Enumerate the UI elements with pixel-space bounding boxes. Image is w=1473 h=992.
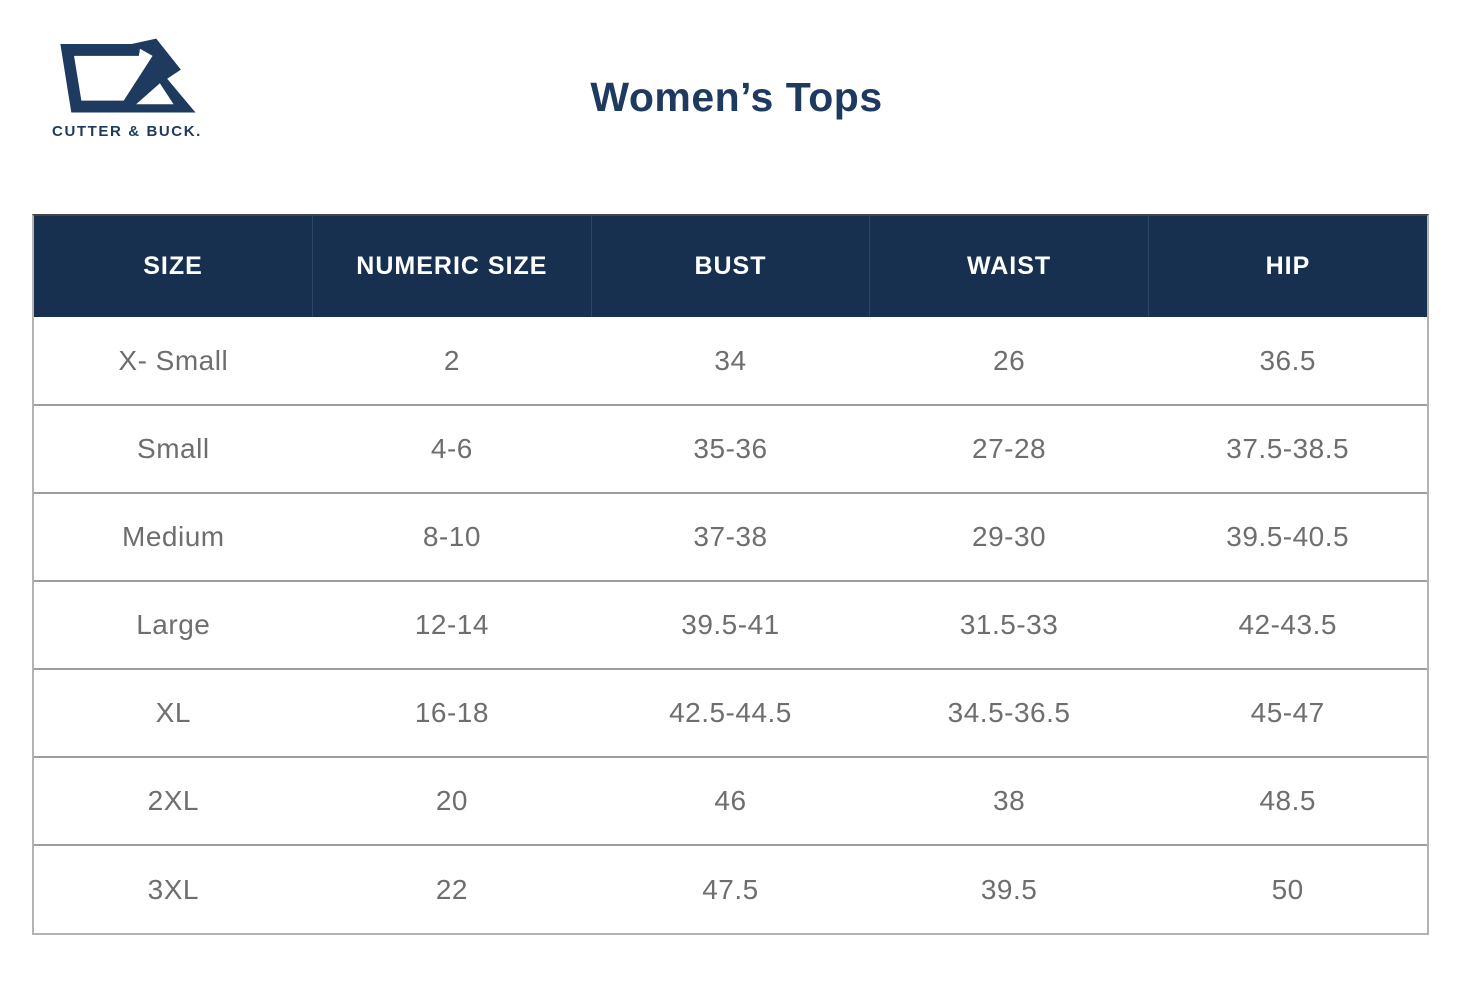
cell-bust: 37-38 — [591, 492, 870, 581]
cell-bust: 47.5 — [591, 844, 870, 933]
cell-size: XL — [34, 668, 313, 757]
cell-hip: 50 — [1148, 844, 1427, 933]
cell-size: Small — [34, 404, 313, 493]
page-title: Women’s Tops — [590, 74, 883, 120]
cell-waist: 39.5 — [869, 844, 1149, 933]
cell-size: 3XL — [34, 844, 313, 933]
table-row-xsmall: X- Small 2 34 26 36.5 — [34, 317, 1427, 405]
cell-bust: 35-36 — [591, 404, 870, 493]
cell-size: Medium — [34, 492, 313, 581]
column-header-bust: BUST — [590, 216, 870, 317]
cutter-buck-monogram-icon — [60, 38, 196, 113]
cell-numeric-size: 8-10 — [312, 492, 592, 581]
cell-bust: 42.5-44.5 — [591, 668, 870, 757]
table-row-2xl: 2XL 20 46 38 48.5 — [34, 756, 1427, 845]
cell-hip: 42-43.5 — [1148, 580, 1427, 669]
cell-hip: 36.5 — [1259, 344, 1316, 376]
table-row-large: Large 12-14 39.5-41 31.5-33 42-43.5 — [34, 580, 1427, 669]
table-header: SIZE NUMERIC SIZE BUST WAIST HIP — [34, 216, 1427, 317]
cell-numeric-size: 4-6 — [312, 404, 592, 493]
cell-numeric-size: 16-18 — [312, 668, 592, 757]
cell-bust: 39.5-41 — [591, 580, 870, 669]
cell-waist: 31.5-33 — [869, 580, 1149, 669]
cell-waist: 26 — [993, 344, 1026, 376]
cell-waist: 38 — [869, 756, 1149, 845]
header-row: SIZE NUMERIC SIZE BUST WAIST HIP — [34, 216, 1427, 317]
cell-size: 2XL — [34, 756, 313, 845]
womens-tops-size-table: SIZE NUMERIC SIZE BUST WAIST HIP X- Smal… — [34, 216, 1427, 933]
table-row-small: Small 4-6 35-36 27-28 37.5-38.5 — [34, 404, 1427, 493]
cell-numeric-size: 22 — [312, 844, 592, 933]
table-row-3xl: 3XL 22 47.5 39.5 50 — [34, 844, 1427, 933]
cell-hip: 37.5-38.5 — [1148, 404, 1427, 493]
cell-size: Large — [34, 580, 313, 669]
column-header-hip: HIP — [1147, 216, 1427, 317]
cell-bust: 34 — [714, 344, 747, 376]
cell-numeric-size: 12-14 — [312, 580, 592, 669]
cell-size: X- Small — [118, 344, 229, 376]
cell-numeric-size: 2 — [443, 344, 460, 376]
table-row-xl: XL 16-18 42.5-44.5 34.5-36.5 45-47 — [34, 668, 1427, 757]
cell-waist: 27-28 — [869, 404, 1149, 493]
brand-logo: CUTTER & BUCK. — [47, 34, 207, 140]
size-chart-table: SIZE NUMERIC SIZE BUST WAIST HIP X- Smal… — [32, 214, 1429, 935]
brand-name: CUTTER & BUCK. — [52, 123, 202, 140]
table-body: X- Small 2 34 26 36.5 Small 4-6 35-36 27… — [34, 317, 1427, 933]
cell-hip: 45-47 — [1148, 668, 1427, 757]
cell-waist: 34.5-36.5 — [869, 668, 1149, 757]
column-header-size: SIZE — [34, 216, 313, 317]
cell-waist: 29-30 — [869, 492, 1149, 581]
cell-numeric-size: 20 — [312, 756, 592, 845]
cell-hip: 39.5-40.5 — [1148, 492, 1427, 581]
table-row-medium: Medium 8-10 37-38 29-30 39.5-40.5 — [34, 492, 1427, 581]
column-header-numeric-size: NUMERIC SIZE — [312, 216, 592, 317]
cell-bust: 46 — [591, 756, 870, 845]
cell-hip: 48.5 — [1148, 756, 1427, 845]
column-header-waist: WAIST — [869, 216, 1149, 317]
